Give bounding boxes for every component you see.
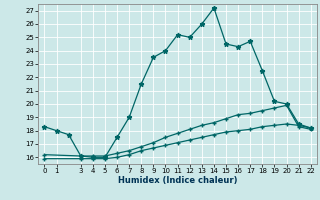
X-axis label: Humidex (Indice chaleur): Humidex (Indice chaleur) bbox=[118, 176, 237, 185]
